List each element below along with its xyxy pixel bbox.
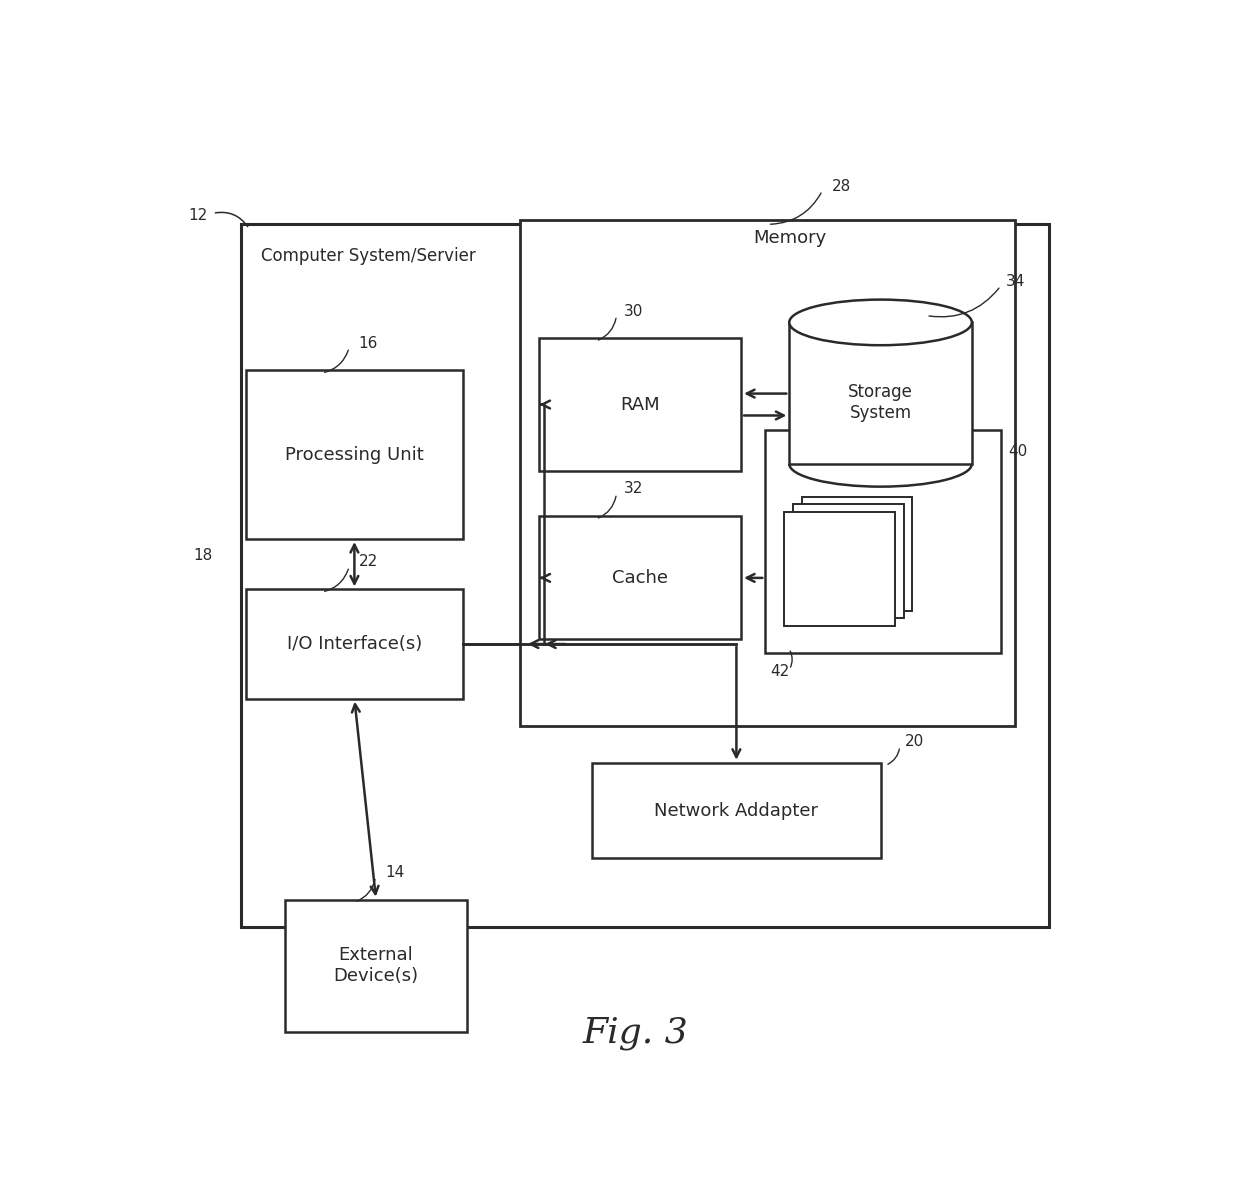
Text: Fig. 3: Fig. 3 bbox=[583, 1016, 688, 1050]
Bar bbox=[285, 899, 467, 1032]
Text: Network Addapter: Network Addapter bbox=[655, 801, 818, 820]
Text: Cache: Cache bbox=[613, 569, 668, 587]
Bar bbox=[539, 339, 742, 470]
Ellipse shape bbox=[789, 300, 972, 345]
Bar bbox=[765, 430, 1001, 653]
Text: 34: 34 bbox=[1006, 274, 1025, 289]
Bar bbox=[539, 517, 742, 640]
Bar bbox=[789, 322, 972, 463]
Text: 32: 32 bbox=[624, 481, 644, 497]
Bar bbox=[802, 498, 913, 611]
Bar bbox=[521, 219, 1016, 726]
Text: 28: 28 bbox=[832, 179, 851, 193]
Text: 42: 42 bbox=[770, 664, 790, 679]
Text: 12: 12 bbox=[188, 207, 208, 223]
Text: 20: 20 bbox=[905, 735, 924, 749]
Bar bbox=[785, 512, 895, 626]
Text: Computer System/Servier: Computer System/Servier bbox=[260, 248, 475, 265]
Text: 30: 30 bbox=[624, 303, 644, 319]
Text: 40: 40 bbox=[1008, 444, 1028, 460]
Bar bbox=[242, 224, 1049, 927]
Text: 16: 16 bbox=[358, 335, 378, 351]
Text: Memory: Memory bbox=[753, 229, 826, 246]
Bar bbox=[247, 370, 463, 539]
Bar bbox=[593, 763, 880, 858]
Text: 14: 14 bbox=[386, 865, 404, 879]
Text: 22: 22 bbox=[358, 555, 378, 570]
Bar bbox=[794, 505, 904, 619]
Text: External
Device(s): External Device(s) bbox=[334, 947, 419, 985]
Text: 18: 18 bbox=[193, 547, 213, 563]
Text: I/O Interface(s): I/O Interface(s) bbox=[286, 635, 422, 653]
Text: Storage
System: Storage System bbox=[848, 383, 913, 422]
Text: RAM: RAM bbox=[620, 396, 660, 414]
Bar bbox=[247, 589, 463, 699]
Text: Processing Unit: Processing Unit bbox=[285, 446, 424, 463]
